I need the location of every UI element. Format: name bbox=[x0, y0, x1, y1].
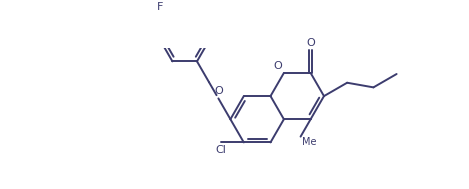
Text: Cl: Cl bbox=[216, 145, 227, 155]
Text: O: O bbox=[306, 38, 315, 48]
Text: O: O bbox=[273, 61, 282, 71]
Text: Me: Me bbox=[302, 137, 317, 147]
Text: F: F bbox=[157, 2, 164, 12]
Text: O: O bbox=[215, 86, 224, 96]
